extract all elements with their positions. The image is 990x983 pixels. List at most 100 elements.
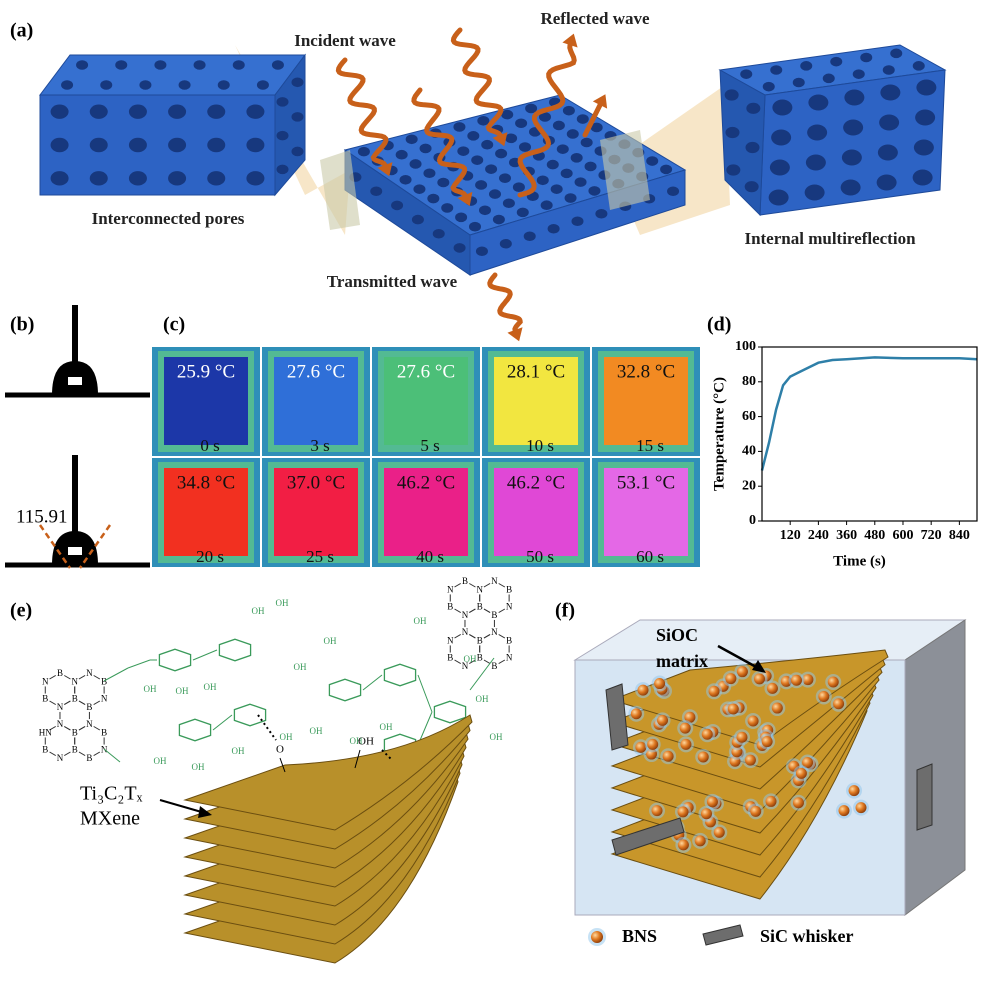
wave	[411, 87, 468, 198]
atom-bg	[474, 584, 485, 595]
bns-particle	[833, 698, 845, 710]
time-label: 15 s	[636, 436, 664, 455]
pore	[291, 146, 304, 157]
wave	[335, 57, 389, 168]
pore	[762, 81, 775, 92]
atom-bg	[99, 676, 110, 687]
bns-particle	[753, 673, 765, 685]
pore	[455, 212, 468, 223]
y-tick-label: 0	[749, 513, 756, 528]
zoom-overlay	[600, 130, 650, 210]
wave-arrowhead	[377, 162, 393, 177]
bns-particle	[654, 678, 666, 690]
wave-arrowhead	[507, 327, 523, 342]
heated-sample	[384, 468, 468, 556]
heated-sample	[274, 468, 358, 556]
hydroxyl-label: OH	[464, 654, 477, 664]
pore	[539, 112, 551, 122]
pore	[562, 105, 575, 116]
pore	[50, 171, 69, 186]
pore	[564, 193, 577, 203]
pore	[501, 109, 514, 120]
pore	[453, 122, 466, 132]
sic-whisker	[916, 763, 933, 831]
y-tick-label: 20	[742, 478, 756, 493]
wave	[582, 102, 603, 138]
hydroxyl-label: OH	[204, 682, 217, 692]
atom-label: B	[477, 636, 483, 646]
data-line	[760, 356, 978, 471]
pore	[574, 177, 587, 187]
caption: Incident wave	[294, 31, 396, 50]
atom-label: N	[86, 668, 93, 678]
pore	[882, 65, 895, 75]
pore	[877, 144, 898, 161]
plot-frame	[761, 346, 978, 522]
y-tick-label: 80	[742, 374, 756, 389]
pore	[100, 80, 113, 90]
time-label: 25 s	[306, 547, 334, 566]
droplet-highlight	[68, 377, 82, 385]
hydroxyl-label: OH	[294, 662, 307, 672]
pointer-head	[198, 806, 212, 818]
hydroxyl-label: OH	[350, 736, 363, 746]
atom-label: N	[506, 653, 513, 663]
atom-bg	[69, 676, 80, 687]
temperature-label: 34.8 °C	[177, 472, 235, 493]
bns-particle	[651, 805, 663, 817]
sugar-ring	[383, 663, 417, 687]
pore	[441, 203, 454, 213]
pore	[841, 149, 862, 166]
hydroxyl-label: OH	[154, 756, 167, 766]
bns-particle	[662, 750, 674, 762]
pore	[852, 69, 865, 79]
bns-particle	[684, 711, 696, 723]
atom-label: N	[491, 576, 498, 586]
atom-label: B	[72, 694, 78, 704]
bond	[103, 748, 121, 763]
bns-particle	[818, 690, 830, 702]
bns-particle	[706, 796, 718, 808]
pore	[479, 205, 491, 216]
hydroxyl-label: OH	[144, 684, 157, 694]
atom-label: HN	[39, 728, 52, 738]
atom-bg	[40, 744, 51, 755]
y-tick-label: 40	[742, 444, 756, 459]
atom-label: N	[462, 661, 469, 671]
pore	[207, 171, 226, 186]
atom-label: B	[462, 576, 468, 586]
pore	[540, 200, 553, 211]
pore	[128, 104, 147, 119]
heated-sample	[604, 357, 688, 445]
atom-bg	[84, 753, 95, 763]
bns-particle	[657, 714, 669, 726]
atom-label: B	[72, 745, 78, 755]
mxene-formula: Ti₃C₂Tₓ	[80, 783, 143, 805]
atom-label: B	[86, 753, 92, 763]
hydroxyl-label: OH	[192, 762, 205, 772]
hydroxyl-label: OH	[380, 722, 393, 732]
bns-particle	[727, 703, 739, 715]
pore	[411, 214, 424, 225]
bns-particle	[765, 795, 777, 807]
atom-bg	[504, 635, 515, 646]
atom-label: B	[72, 728, 78, 738]
pore	[499, 238, 512, 249]
pore	[584, 161, 597, 172]
caption: Reflected wave	[540, 9, 649, 28]
bns-particle	[701, 728, 713, 740]
sic-whisker	[605, 683, 629, 751]
pointer	[159, 799, 206, 814]
pore	[432, 228, 445, 239]
caption: Interconnected pores	[92, 209, 245, 228]
panel-label: (b)	[10, 314, 34, 336]
block-face	[39, 94, 276, 196]
atom-label: N	[506, 602, 513, 612]
atom-label: B	[57, 668, 63, 678]
sugar-chain	[150, 649, 433, 746]
pore	[457, 146, 470, 156]
atom-label: B	[506, 636, 512, 646]
pore	[740, 69, 753, 79]
time-label: 60 s	[636, 547, 664, 566]
pore	[560, 168, 573, 179]
